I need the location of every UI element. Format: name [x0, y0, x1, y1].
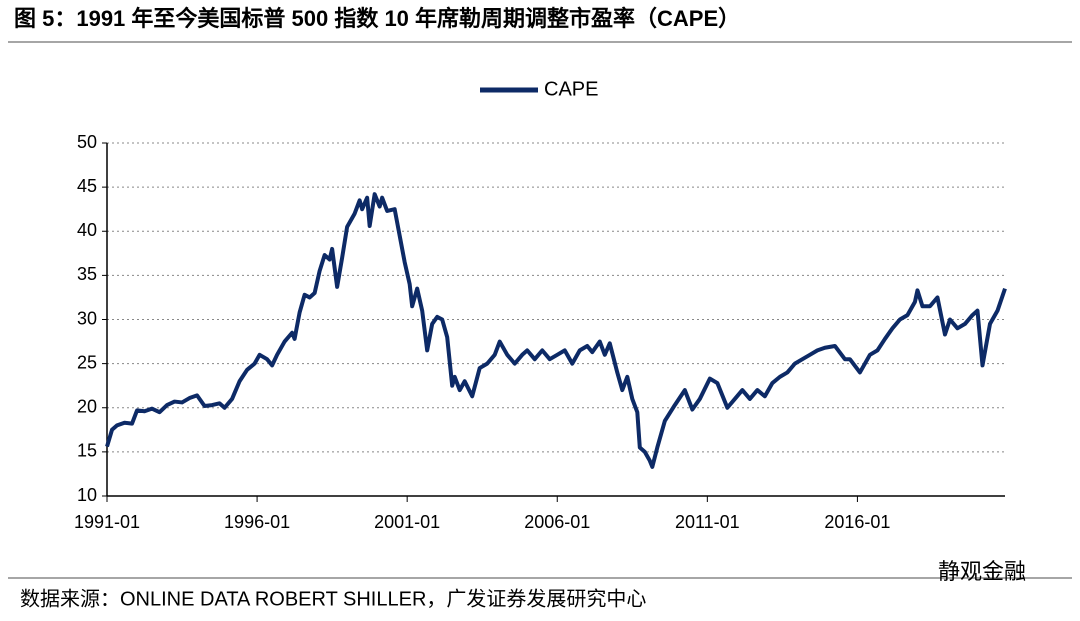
- legend-label: CAPE: [544, 78, 598, 100]
- y-tick-label: 15: [77, 441, 97, 461]
- y-tick-label: 10: [77, 485, 97, 505]
- watermark: 静观金融: [938, 559, 1026, 584]
- y-tick-label: 30: [77, 308, 97, 328]
- x-tick-label: 2016-01: [824, 512, 890, 532]
- x-tick-label: 2006-01: [524, 512, 590, 532]
- x-tick-label: 1991-01: [74, 512, 140, 532]
- y-tick-label: 40: [77, 220, 97, 240]
- y-tick-label: 45: [77, 176, 97, 196]
- source-note: 数据来源：ONLINE DATA ROBERT SHILLER，广发证券发展研究…: [20, 587, 646, 610]
- series-line: [105, 192, 1007, 469]
- y-tick-label: 35: [77, 264, 97, 284]
- x-tick-label: 2001-01: [374, 512, 440, 532]
- chart-title: 图 5：1991 年至今美国标普 500 指数 10 年席勒周期调整市盈率（CA…: [14, 6, 740, 31]
- x-tick-label: 1996-01: [224, 512, 290, 532]
- y-tick-label: 50: [77, 132, 97, 152]
- x-tick-label: 2011-01: [675, 512, 740, 532]
- y-tick-label: 25: [77, 352, 97, 372]
- y-tick-label: 20: [77, 397, 97, 417]
